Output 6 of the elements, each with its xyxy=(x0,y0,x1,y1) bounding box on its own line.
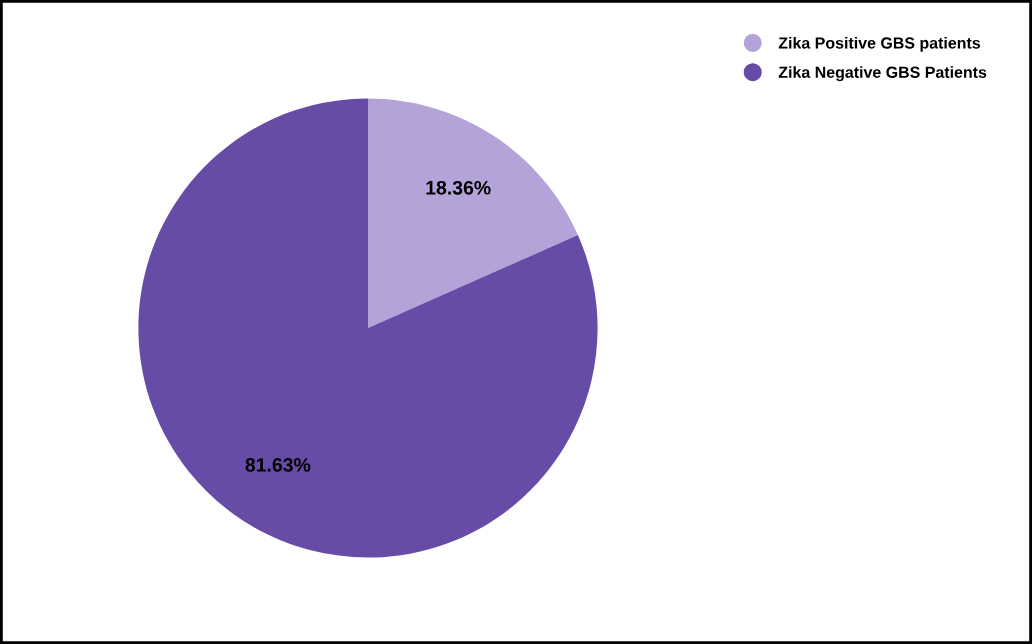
legend-label: Zika Positive GBS patients xyxy=(778,36,981,52)
pie-slice xyxy=(368,98,578,328)
data-label: 81.63% xyxy=(245,458,311,472)
data-label: 18.36% xyxy=(426,180,491,195)
legend-label: Zika Negative GBS Patients xyxy=(778,66,987,82)
pie-slice xyxy=(138,98,598,558)
